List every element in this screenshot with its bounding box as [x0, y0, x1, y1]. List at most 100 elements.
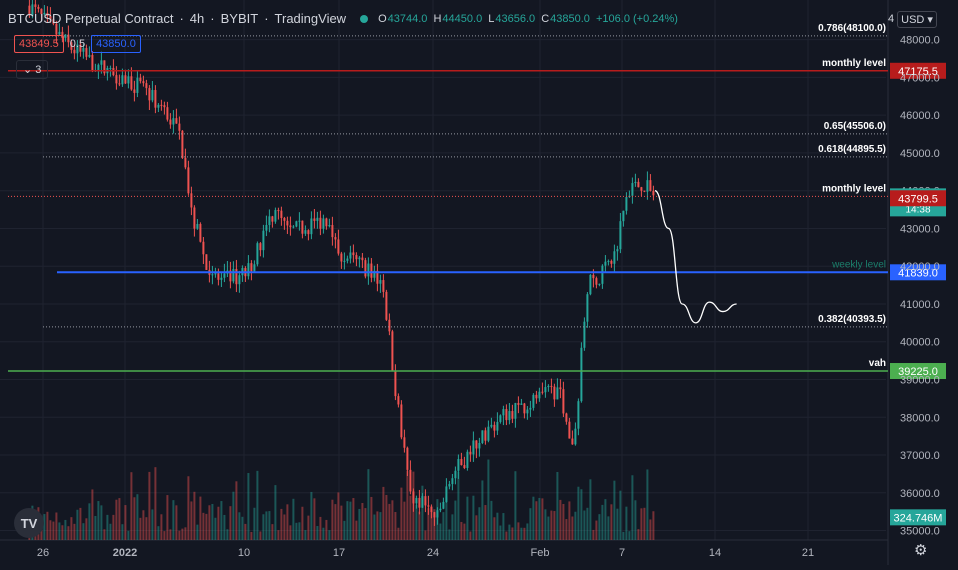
volume-bar — [148, 471, 151, 540]
volume-bar — [322, 527, 325, 540]
candle — [433, 512, 436, 518]
volume-bar — [373, 514, 376, 540]
volume-bar — [487, 459, 490, 540]
interval-label[interactable]: 4h — [189, 11, 205, 26]
volume-bar — [352, 498, 355, 540]
candle — [586, 294, 589, 322]
candle — [502, 409, 505, 416]
candle — [343, 260, 346, 262]
volume-bar — [52, 521, 55, 540]
volume-bar — [91, 489, 94, 540]
x-tick-label: 21 — [802, 547, 814, 559]
level-label: 0.65(45506.0) — [824, 121, 886, 132]
volume-bar — [88, 503, 91, 540]
volume-bar — [463, 523, 466, 540]
volume-bar — [631, 475, 634, 540]
gear-icon[interactable]: ⚙ — [914, 542, 928, 559]
volume-bar — [181, 528, 184, 540]
volume-bar — [646, 469, 649, 540]
candle — [562, 389, 565, 414]
candle — [151, 90, 154, 101]
level-price-badge-label: 41839.0 — [898, 267, 938, 279]
volume-bar — [310, 491, 313, 540]
volume-bar — [190, 501, 193, 540]
ohlc-l-label: L — [488, 12, 495, 25]
volume-bar — [115, 499, 118, 540]
volume-bar — [163, 531, 166, 540]
volume-bar — [286, 504, 289, 540]
volume-bar — [337, 492, 340, 540]
volume-bar — [595, 520, 598, 540]
candle — [184, 157, 187, 168]
candle — [49, 16, 52, 20]
candle — [331, 225, 334, 238]
y-tick-label: 45000.0 — [900, 148, 940, 160]
candle — [475, 440, 478, 449]
candle — [214, 273, 217, 275]
candle — [436, 510, 439, 518]
projection-path — [654, 190, 737, 324]
volume-bar — [160, 514, 163, 540]
volume-bar — [151, 509, 154, 540]
volume-bar — [454, 500, 457, 540]
volume-bar — [109, 523, 112, 540]
volume-bar — [580, 489, 583, 540]
candle — [616, 249, 619, 252]
volume-bar — [256, 470, 259, 540]
candle — [466, 451, 469, 468]
volume-bar — [439, 523, 442, 540]
candle — [292, 226, 295, 228]
volume-bar — [316, 526, 319, 540]
candle — [403, 437, 406, 448]
buy-price-button[interactable]: 43850.0 — [91, 35, 141, 53]
candle — [79, 44, 82, 52]
candle — [160, 104, 163, 106]
volume-bar — [619, 490, 622, 540]
spread-value: 0.5 — [69, 38, 86, 50]
candle — [40, 8, 43, 15]
volume-bar — [127, 530, 130, 540]
volume-bar — [544, 509, 547, 540]
candle — [112, 67, 115, 76]
candle — [322, 218, 325, 229]
volume-bar — [343, 520, 346, 540]
sell-price-button[interactable]: 43849.5 — [14, 35, 64, 53]
x-tick-label: Feb — [531, 547, 550, 559]
volume-bar — [157, 526, 160, 540]
candle — [400, 404, 403, 438]
symbol-title[interactable]: BTCUSD Perpetual Contract — [8, 11, 174, 26]
volume-bar — [577, 486, 580, 540]
tradingview-logo[interactable]: TV — [14, 508, 44, 538]
candle — [103, 60, 106, 74]
volume-bar — [547, 516, 550, 540]
candle — [133, 89, 136, 93]
volume-bar — [469, 531, 472, 540]
volume-bar — [145, 517, 148, 540]
volume-bar — [370, 496, 373, 540]
candle — [595, 278, 598, 285]
ohlc-open: 43744.0 — [387, 12, 428, 25]
candle — [373, 270, 376, 278]
projection-curve — [654, 190, 737, 324]
y-tick-label: 35000.0 — [900, 526, 940, 538]
level-price-badge-label: 47175.5 — [898, 66, 938, 78]
candle — [487, 426, 490, 441]
volume-bar — [592, 529, 595, 540]
level-label: monthly level — [822, 183, 886, 194]
volume-bar — [304, 530, 307, 540]
volume-bar — [247, 473, 250, 540]
y-tick-label: 42000.0 — [900, 261, 940, 273]
currency-selector[interactable]: USD ▾ — [897, 10, 937, 28]
volume-bar — [409, 495, 412, 540]
candle — [205, 254, 208, 270]
volume-bar — [460, 521, 463, 540]
level-price-badge — [890, 264, 946, 281]
candle — [70, 42, 73, 50]
collapse-indicators-button[interactable]: ⌄ 3 — [16, 60, 49, 79]
candle — [469, 451, 472, 455]
candle — [544, 387, 547, 393]
volume-bar — [358, 508, 361, 540]
volume-bar — [118, 498, 121, 540]
